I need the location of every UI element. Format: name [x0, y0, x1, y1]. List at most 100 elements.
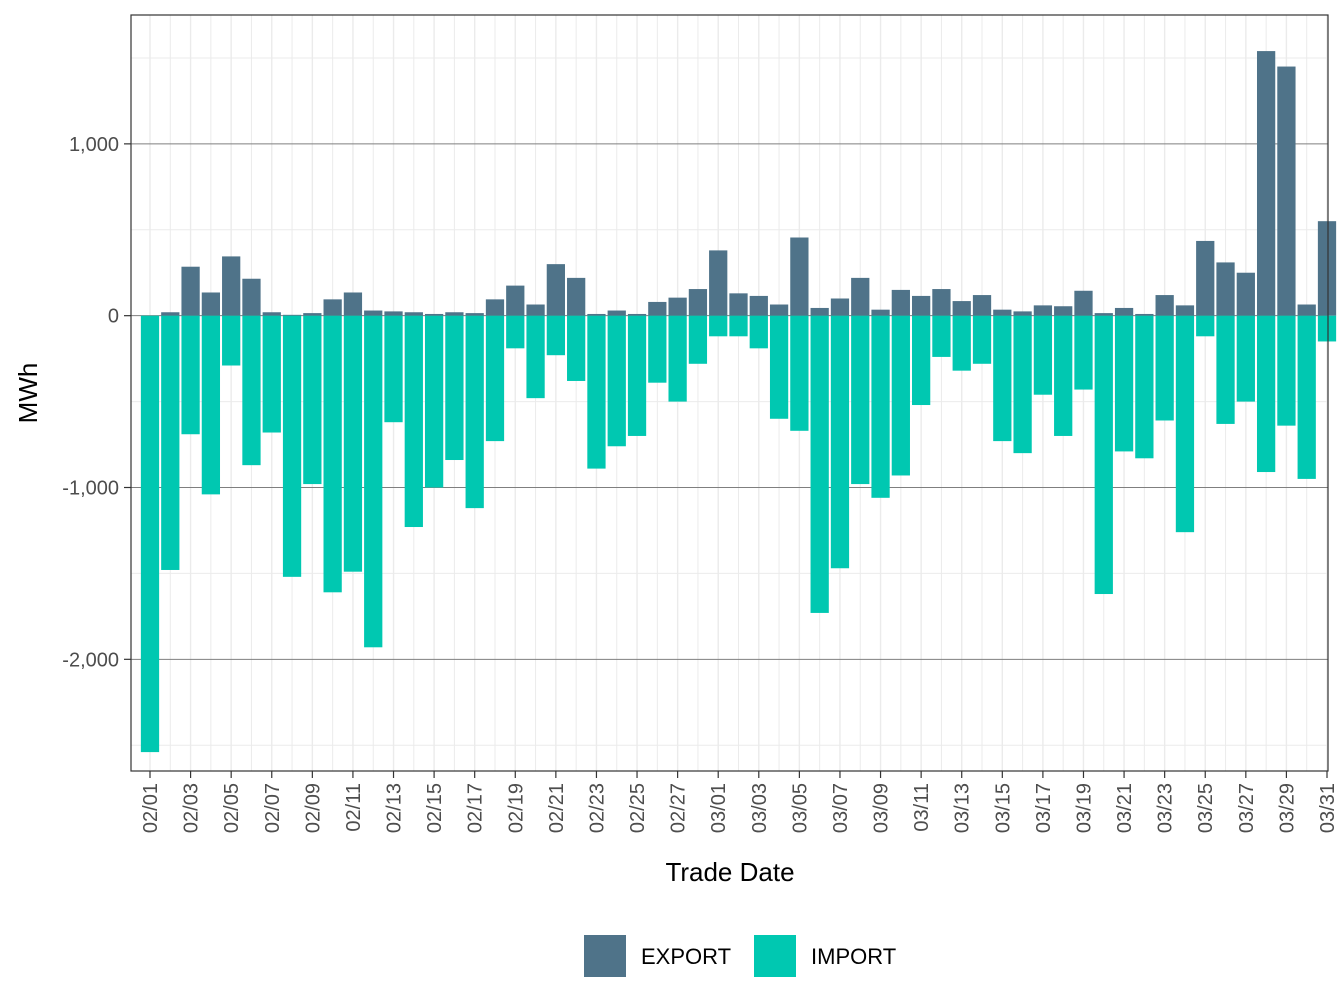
import-bar [1033, 315, 1053, 395]
import-bar [648, 315, 667, 383]
import-bar [1256, 315, 1276, 473]
import-bar [1216, 315, 1235, 424]
import-bar [546, 315, 565, 356]
export-bar [567, 277, 586, 316]
export-bars [161, 51, 1337, 316]
import-bar [587, 315, 606, 469]
import-bar [790, 315, 809, 431]
export-bar [242, 278, 261, 316]
x-tick-label: 02/03 [181, 783, 203, 833]
export-bar [851, 277, 870, 316]
export-bar [749, 295, 768, 316]
x-tick-label: 03/01 [708, 783, 730, 833]
export-bar [201, 292, 221, 316]
import-bar [323, 315, 342, 593]
import-bar [282, 315, 302, 577]
x-tick-label: 03/25 [1195, 783, 1217, 833]
import-bar [424, 315, 444, 488]
import-bar [891, 315, 910, 476]
export-bar [1317, 221, 1337, 316]
export-bar [526, 304, 545, 316]
x-tick-label: 02/21 [546, 783, 568, 833]
x-tick-label: 03/13 [952, 783, 974, 833]
x-tick-label: 02/01 [140, 783, 162, 833]
x-tick-label: 03/09 [871, 783, 893, 833]
export-bar [384, 311, 403, 316]
x-tick-label: 02/09 [302, 783, 324, 833]
y-axis: -2,000 -1,000 0 1,000 [62, 134, 131, 671]
export-bar [1297, 304, 1316, 316]
import-bar [364, 315, 383, 648]
export-bar [262, 312, 281, 316]
import-bar [222, 315, 241, 366]
x-tick-label: 03/11 [911, 783, 933, 832]
import-bar [1196, 315, 1215, 337]
import-bar [181, 315, 200, 435]
x-tick-label: 03/23 [1155, 783, 1177, 833]
import-bar [445, 315, 464, 461]
import-bar [1175, 315, 1195, 533]
import-bar [1277, 315, 1296, 426]
export-bar [729, 293, 748, 316]
export-bar [1033, 305, 1053, 316]
x-tick-label: 02/27 [668, 783, 690, 833]
import-bar [830, 315, 850, 569]
x-tick-label: 03/31 [1317, 783, 1339, 833]
export-bar [587, 313, 606, 316]
export-bar [932, 289, 951, 316]
import-bars [140, 315, 1337, 753]
legend-swatch-export [584, 935, 626, 977]
x-tick-label: 02/11 [343, 783, 365, 832]
import-bar [465, 315, 484, 509]
import-bar [526, 315, 545, 399]
export-bar [668, 297, 687, 316]
export-bar [830, 298, 850, 316]
import-bar [810, 315, 829, 613]
export-bar [810, 307, 829, 316]
x-tick-label: 03/07 [830, 783, 852, 833]
import-bar [485, 315, 505, 442]
legend-label-import: IMPORT [811, 944, 896, 969]
import-bar [607, 315, 626, 447]
legend: EXPORT IMPORT [584, 935, 896, 977]
export-bar [912, 295, 931, 316]
import-bar [1054, 315, 1073, 436]
import-bar [303, 315, 322, 485]
export-bar [1155, 295, 1174, 316]
legend-label-export: EXPORT [641, 944, 731, 969]
x-tick-label: 03/03 [749, 783, 771, 833]
import-bar [912, 315, 931, 406]
x-axis: 02/01 02/03 02/05 02/07 02/09 02/11 02/13 02/15… [140, 771, 1339, 833]
import-bar [201, 315, 221, 495]
import-bar [749, 315, 768, 349]
import-bar [972, 315, 992, 364]
import-bar [161, 315, 180, 570]
import-bar [1013, 315, 1032, 454]
import-bar [262, 315, 281, 433]
import-bar [709, 315, 728, 337]
import-bar [668, 315, 687, 402]
export-bar [952, 301, 971, 316]
export-bar [790, 237, 809, 316]
export-bar [1236, 272, 1255, 316]
export-bar [709, 250, 728, 316]
import-bar [1135, 315, 1154, 459]
x-tick-label: 02/19 [505, 783, 527, 833]
import-bar [140, 315, 160, 753]
import-bar [506, 315, 525, 349]
import-bar [404, 315, 423, 528]
export-bar [1216, 262, 1235, 316]
plot-panel [130, 14, 1337, 772]
export-bar [465, 313, 484, 316]
export-bar [1135, 313, 1154, 316]
import-bar [769, 315, 789, 419]
x-tick-label: 03/17 [1033, 783, 1055, 833]
x-tick-label: 03/15 [992, 783, 1014, 833]
export-bar [404, 312, 423, 316]
export-bar [506, 285, 525, 316]
import-bar [729, 315, 748, 337]
export-bar [891, 289, 910, 316]
x-axis-title: Trade Date [665, 857, 794, 887]
x-tick-label: 03/05 [789, 783, 811, 833]
import-bar [688, 315, 708, 364]
